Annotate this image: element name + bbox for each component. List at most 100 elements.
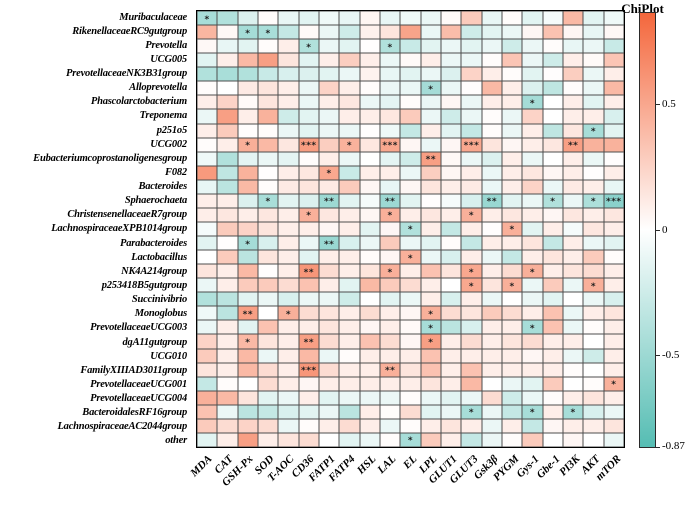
heatmap-cell xyxy=(237,362,258,377)
heatmap-cell xyxy=(461,418,482,433)
heatmap-cell xyxy=(502,418,523,433)
heatmap-cell xyxy=(522,39,543,54)
heatmap-cell xyxy=(563,221,584,237)
heatmap-cell xyxy=(481,404,502,419)
heatmap-cell xyxy=(339,376,360,391)
heatmap-cell xyxy=(197,165,218,180)
col-label: GLUT1 xyxy=(426,453,460,487)
heatmap-cell: * xyxy=(522,404,543,419)
heatmap-cell xyxy=(278,362,299,377)
heatmap-cell xyxy=(400,151,421,166)
heatmap-cell xyxy=(420,11,441,26)
heatmap-cell xyxy=(359,123,380,138)
heatmap-cell xyxy=(441,25,462,40)
heatmap-cell xyxy=(583,165,604,180)
heatmap-cell xyxy=(258,67,279,82)
heatmap-cell xyxy=(603,25,624,40)
heatmap-cell xyxy=(278,207,299,222)
heatmap-cell xyxy=(542,292,563,307)
heatmap-cell xyxy=(298,320,319,335)
heatmap-cell xyxy=(522,151,543,166)
heatmap-cell xyxy=(359,151,380,166)
heatmap-cell xyxy=(197,67,218,82)
heatmap-cell xyxy=(522,109,543,124)
heatmap-cell xyxy=(441,376,462,391)
heatmap-cell xyxy=(339,250,360,265)
heatmap-cell xyxy=(583,250,604,265)
significance-marker: * xyxy=(407,253,414,264)
heatmap-cell xyxy=(339,11,360,26)
heatmap-cell xyxy=(278,123,299,138)
heatmap-cell xyxy=(278,432,299,447)
colorbar-tick-mark xyxy=(656,355,660,356)
heatmap-cell xyxy=(400,348,421,363)
heatmap-cell xyxy=(197,250,218,265)
heatmap-cell xyxy=(481,334,502,349)
heatmap-cell xyxy=(400,320,421,335)
significance-marker: * xyxy=(387,42,393,53)
heatmap-cell xyxy=(481,320,502,335)
heatmap-cell xyxy=(217,376,238,391)
heatmap-cell xyxy=(380,348,401,363)
heatmap-cell xyxy=(420,39,441,54)
heatmap-cell xyxy=(481,432,502,447)
heatmap-cell xyxy=(339,221,360,237)
heatmap-cell xyxy=(237,165,258,180)
heatmap-cell xyxy=(461,320,482,335)
heatmap-cell xyxy=(359,67,380,82)
heatmap-cell: * xyxy=(237,25,258,40)
col-label: Gys-1 xyxy=(514,453,542,481)
heatmap-cell xyxy=(481,264,502,279)
heatmap-cell xyxy=(502,11,523,26)
heatmap-cell xyxy=(502,306,523,321)
heatmap-cell xyxy=(197,432,218,447)
heatmap-cell xyxy=(441,334,462,349)
heatmap-cell xyxy=(237,123,258,138)
heatmap-cell xyxy=(400,376,421,391)
heatmap-cell xyxy=(359,264,380,279)
heatmap-cell: ** xyxy=(319,236,340,251)
heatmap-cell xyxy=(481,376,502,391)
col-label: PYGM xyxy=(490,453,522,484)
heatmap-cell xyxy=(278,53,299,68)
heatmap-cell xyxy=(461,151,482,166)
heatmap-cell xyxy=(237,292,258,307)
significance-marker: * xyxy=(407,225,414,236)
significance-marker: * xyxy=(468,211,475,222)
heatmap-cell xyxy=(522,67,543,82)
heatmap-cell: * xyxy=(400,432,421,447)
significance-marker: * xyxy=(529,323,536,334)
significance-marker: ** xyxy=(242,309,254,320)
heatmap-cell xyxy=(583,137,604,152)
heatmap-cell: * xyxy=(583,123,604,138)
heatmap-cell xyxy=(542,151,563,166)
heatmap-cell xyxy=(542,250,563,265)
heatmap-cell xyxy=(298,376,319,391)
heatmap-cell xyxy=(298,165,319,180)
row-label: Bacteroides xyxy=(138,181,187,193)
heatmap-cell xyxy=(481,390,502,405)
heatmap-cell xyxy=(237,67,258,82)
heatmap-cell xyxy=(359,418,380,433)
heatmap-cell xyxy=(380,320,401,335)
col-label: PI3K xyxy=(557,453,583,479)
col-label: GSH-Px xyxy=(219,453,256,489)
significance-marker: * xyxy=(509,281,515,292)
heatmap-cell xyxy=(237,179,258,194)
heatmap-cell xyxy=(278,390,299,405)
significance-marker: ** xyxy=(567,141,579,152)
heatmap-cell xyxy=(583,53,604,68)
heatmap-cell xyxy=(380,95,401,110)
heatmap-cell xyxy=(563,432,584,447)
heatmap-cell xyxy=(278,67,299,82)
heatmap-cell xyxy=(237,320,258,335)
heatmap-cell: * xyxy=(319,165,340,180)
heatmap-cell xyxy=(278,193,299,208)
heatmap-cell xyxy=(359,432,380,447)
heatmap-cell xyxy=(278,151,299,166)
heatmap-cell xyxy=(380,109,401,124)
heatmap-cell xyxy=(258,11,279,26)
heatmap-cell xyxy=(420,179,441,194)
heatmap-cell xyxy=(258,278,279,293)
heatmap-cell xyxy=(217,165,238,180)
